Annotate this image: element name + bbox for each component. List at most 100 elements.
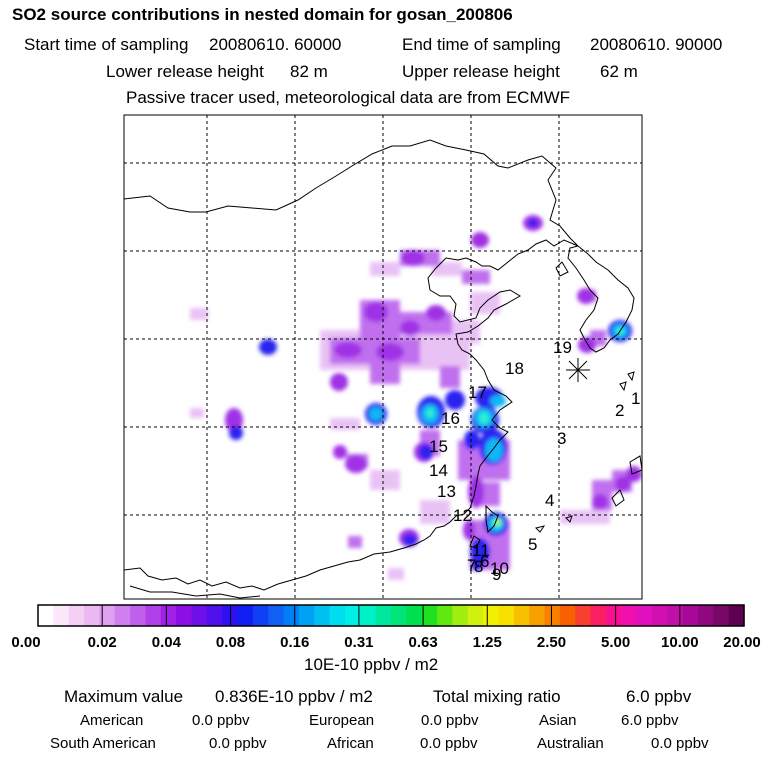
colorbar-swatch bbox=[99, 605, 116, 626]
colorbar-tick-label: 0.08 bbox=[215, 634, 246, 651]
colorbar-swatch bbox=[191, 605, 208, 626]
colorbar-tick-label: 0.31 bbox=[344, 634, 374, 651]
american-label: American bbox=[80, 712, 144, 729]
data-source-note: Passive tracer used, meteorological data… bbox=[126, 88, 571, 107]
colorbar-swatch bbox=[114, 605, 131, 626]
colorbar-frame bbox=[37, 604, 745, 627]
region-label-7: 7 bbox=[467, 556, 476, 575]
lower-height-label: Lower release height bbox=[106, 62, 264, 81]
colorbar-swatch bbox=[682, 605, 699, 626]
lower-height-value: 82 m bbox=[290, 62, 328, 81]
start-time-label: Start time of sampling bbox=[24, 35, 189, 54]
region-label-6: 6 bbox=[480, 552, 489, 571]
colorbar-unit: 10E-10 ppbv / m2 bbox=[304, 655, 439, 674]
colorbar-swatch bbox=[84, 605, 100, 626]
plot-title: SO2 source contributions in nested domai… bbox=[12, 5, 513, 24]
colorbar-swatch bbox=[421, 605, 438, 626]
upper-height-value: 62 m bbox=[600, 62, 638, 81]
colorbar-swatch bbox=[283, 605, 300, 626]
graticule bbox=[124, 115, 642, 599]
american-value: 0.0 ppbv bbox=[192, 712, 250, 729]
asian-label: Asian bbox=[539, 712, 577, 729]
region-label-15: 15 bbox=[429, 437, 448, 456]
colorbar-swatch bbox=[467, 605, 484, 626]
region-label-1: 1 bbox=[631, 389, 640, 408]
colorbar-swatch bbox=[498, 605, 515, 626]
colorbar-swatch bbox=[237, 605, 254, 626]
end-time-label: End time of sampling bbox=[402, 35, 561, 54]
colorbar-tick-label: 1.25 bbox=[472, 634, 502, 651]
max-value-label: Maximum value bbox=[64, 687, 184, 706]
colorbar-swatch bbox=[513, 605, 530, 626]
colorbar-swatch bbox=[636, 605, 653, 626]
upper-height-label: Upper release height bbox=[402, 62, 560, 81]
region-label-17: 17 bbox=[468, 383, 487, 402]
end-time-value: 20080610. 90000 bbox=[590, 35, 723, 54]
colorbar-tick-label: 0.16 bbox=[280, 634, 310, 651]
region-label-9: 9 bbox=[492, 565, 501, 584]
region-labels: 1 2 3 4 5 6 7 8 9 10 11 12 13 14 15 16 1… bbox=[429, 338, 640, 584]
colorbar bbox=[37, 604, 745, 627]
colorbar-tick-label: 0.00 bbox=[11, 634, 41, 651]
colorbar-swatch bbox=[68, 605, 85, 626]
colorbar-swatch bbox=[53, 605, 70, 626]
region-label-10: 10 bbox=[490, 559, 509, 578]
region-label-18: 18 bbox=[505, 359, 524, 378]
colorbar-swatch bbox=[575, 605, 592, 626]
colorbar-swatch bbox=[406, 605, 423, 626]
total-mixing-label: Total mixing ratio bbox=[433, 687, 561, 706]
colorbar-swatch bbox=[145, 605, 162, 626]
colorbar-tick-label: 0.02 bbox=[87, 634, 117, 651]
map-area bbox=[124, 115, 642, 599]
european-label: European bbox=[309, 712, 375, 729]
african-label: African bbox=[327, 735, 374, 752]
region-label-8: 8 bbox=[474, 557, 483, 576]
colorbar-tick-label: 20.00 bbox=[723, 634, 761, 651]
colorbar-swatch bbox=[360, 605, 377, 626]
colorbar-swatch bbox=[728, 605, 745, 626]
colorbar-swatch bbox=[697, 605, 714, 626]
european-value: 0.0 ppbv bbox=[421, 712, 479, 729]
region-label-13: 13 bbox=[437, 482, 456, 501]
colorbar-swatch bbox=[483, 605, 500, 626]
colorbar-swatch bbox=[329, 605, 346, 626]
colorbar-swatch bbox=[298, 605, 315, 626]
total-mixing-value: 6.0 ppbv bbox=[626, 687, 692, 706]
colorbar-swatch bbox=[559, 605, 576, 626]
colorbar-tick-label: 5.00 bbox=[601, 634, 631, 651]
south-american-value: 0.0 ppbv bbox=[209, 735, 267, 752]
map-frame bbox=[123, 114, 643, 600]
colorbar-swatch bbox=[452, 605, 469, 626]
asian-value: 6.0 ppbv bbox=[621, 712, 679, 729]
start-time-value: 20080610. 60000 bbox=[209, 35, 342, 54]
colorbar-swatch bbox=[268, 605, 285, 626]
colorbar-swatch bbox=[344, 605, 361, 626]
colorbar-swatch bbox=[529, 605, 546, 626]
region-label-4: 4 bbox=[545, 491, 554, 510]
colorbar-swatch bbox=[605, 605, 622, 626]
region-label-14: 14 bbox=[429, 461, 448, 480]
colorbar-swatch bbox=[176, 605, 193, 626]
colorbar-swatch bbox=[314, 605, 331, 626]
colorbar-swatch bbox=[621, 605, 638, 626]
max-value: 0.836E-10 ppbv / m2 bbox=[215, 687, 373, 706]
colorbar-swatch bbox=[252, 605, 269, 626]
coastlines bbox=[124, 139, 642, 599]
concentration-field bbox=[190, 215, 642, 580]
region-label-2: 2 bbox=[615, 401, 624, 420]
australian-label: Australian bbox=[537, 735, 604, 752]
region-label-11: 11 bbox=[472, 541, 490, 560]
region-label-12: 12 bbox=[453, 506, 472, 525]
colorbar-swatch bbox=[544, 605, 561, 626]
south-american-label: South American bbox=[50, 735, 156, 752]
colorbar-swatch bbox=[651, 605, 668, 626]
region-label-5: 5 bbox=[528, 535, 537, 554]
colorbar-swatch bbox=[130, 605, 147, 626]
colorbar-swatch bbox=[713, 605, 730, 626]
colorbar-tick-label: 2.50 bbox=[536, 634, 567, 651]
colorbar-swatch bbox=[667, 605, 684, 626]
region-label-16: 16 bbox=[441, 409, 460, 428]
colorbar-swatch bbox=[590, 605, 607, 626]
asterisk-icon bbox=[566, 358, 590, 382]
